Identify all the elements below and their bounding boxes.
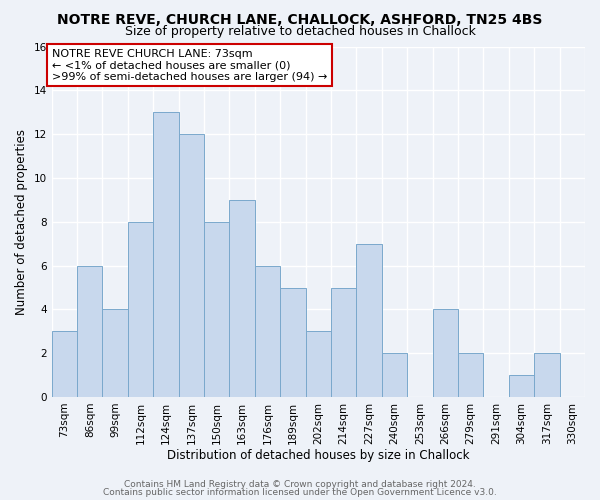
Text: NOTRE REVE, CHURCH LANE, CHALLOCK, ASHFORD, TN25 4BS: NOTRE REVE, CHURCH LANE, CHALLOCK, ASHFO… <box>58 12 542 26</box>
X-axis label: Distribution of detached houses by size in Challock: Distribution of detached houses by size … <box>167 450 470 462</box>
Bar <box>534 354 560 397</box>
Bar <box>204 222 229 397</box>
Bar <box>103 310 128 397</box>
Bar <box>77 266 103 397</box>
Y-axis label: Number of detached properties: Number of detached properties <box>15 129 28 315</box>
Bar <box>255 266 280 397</box>
Bar <box>356 244 382 397</box>
Text: Contains HM Land Registry data © Crown copyright and database right 2024.: Contains HM Land Registry data © Crown c… <box>124 480 476 489</box>
Bar <box>382 354 407 397</box>
Text: NOTRE REVE CHURCH LANE: 73sqm
← <1% of detached houses are smaller (0)
>99% of s: NOTRE REVE CHURCH LANE: 73sqm ← <1% of d… <box>52 48 327 82</box>
Bar <box>509 375 534 397</box>
Bar <box>229 200 255 397</box>
Bar <box>280 288 305 397</box>
Bar <box>433 310 458 397</box>
Text: Contains public sector information licensed under the Open Government Licence v3: Contains public sector information licen… <box>103 488 497 497</box>
Bar <box>305 332 331 397</box>
Bar <box>128 222 153 397</box>
Text: Size of property relative to detached houses in Challock: Size of property relative to detached ho… <box>125 25 475 38</box>
Bar <box>153 112 179 397</box>
Bar <box>179 134 204 397</box>
Bar <box>331 288 356 397</box>
Bar <box>52 332 77 397</box>
Bar <box>458 354 484 397</box>
